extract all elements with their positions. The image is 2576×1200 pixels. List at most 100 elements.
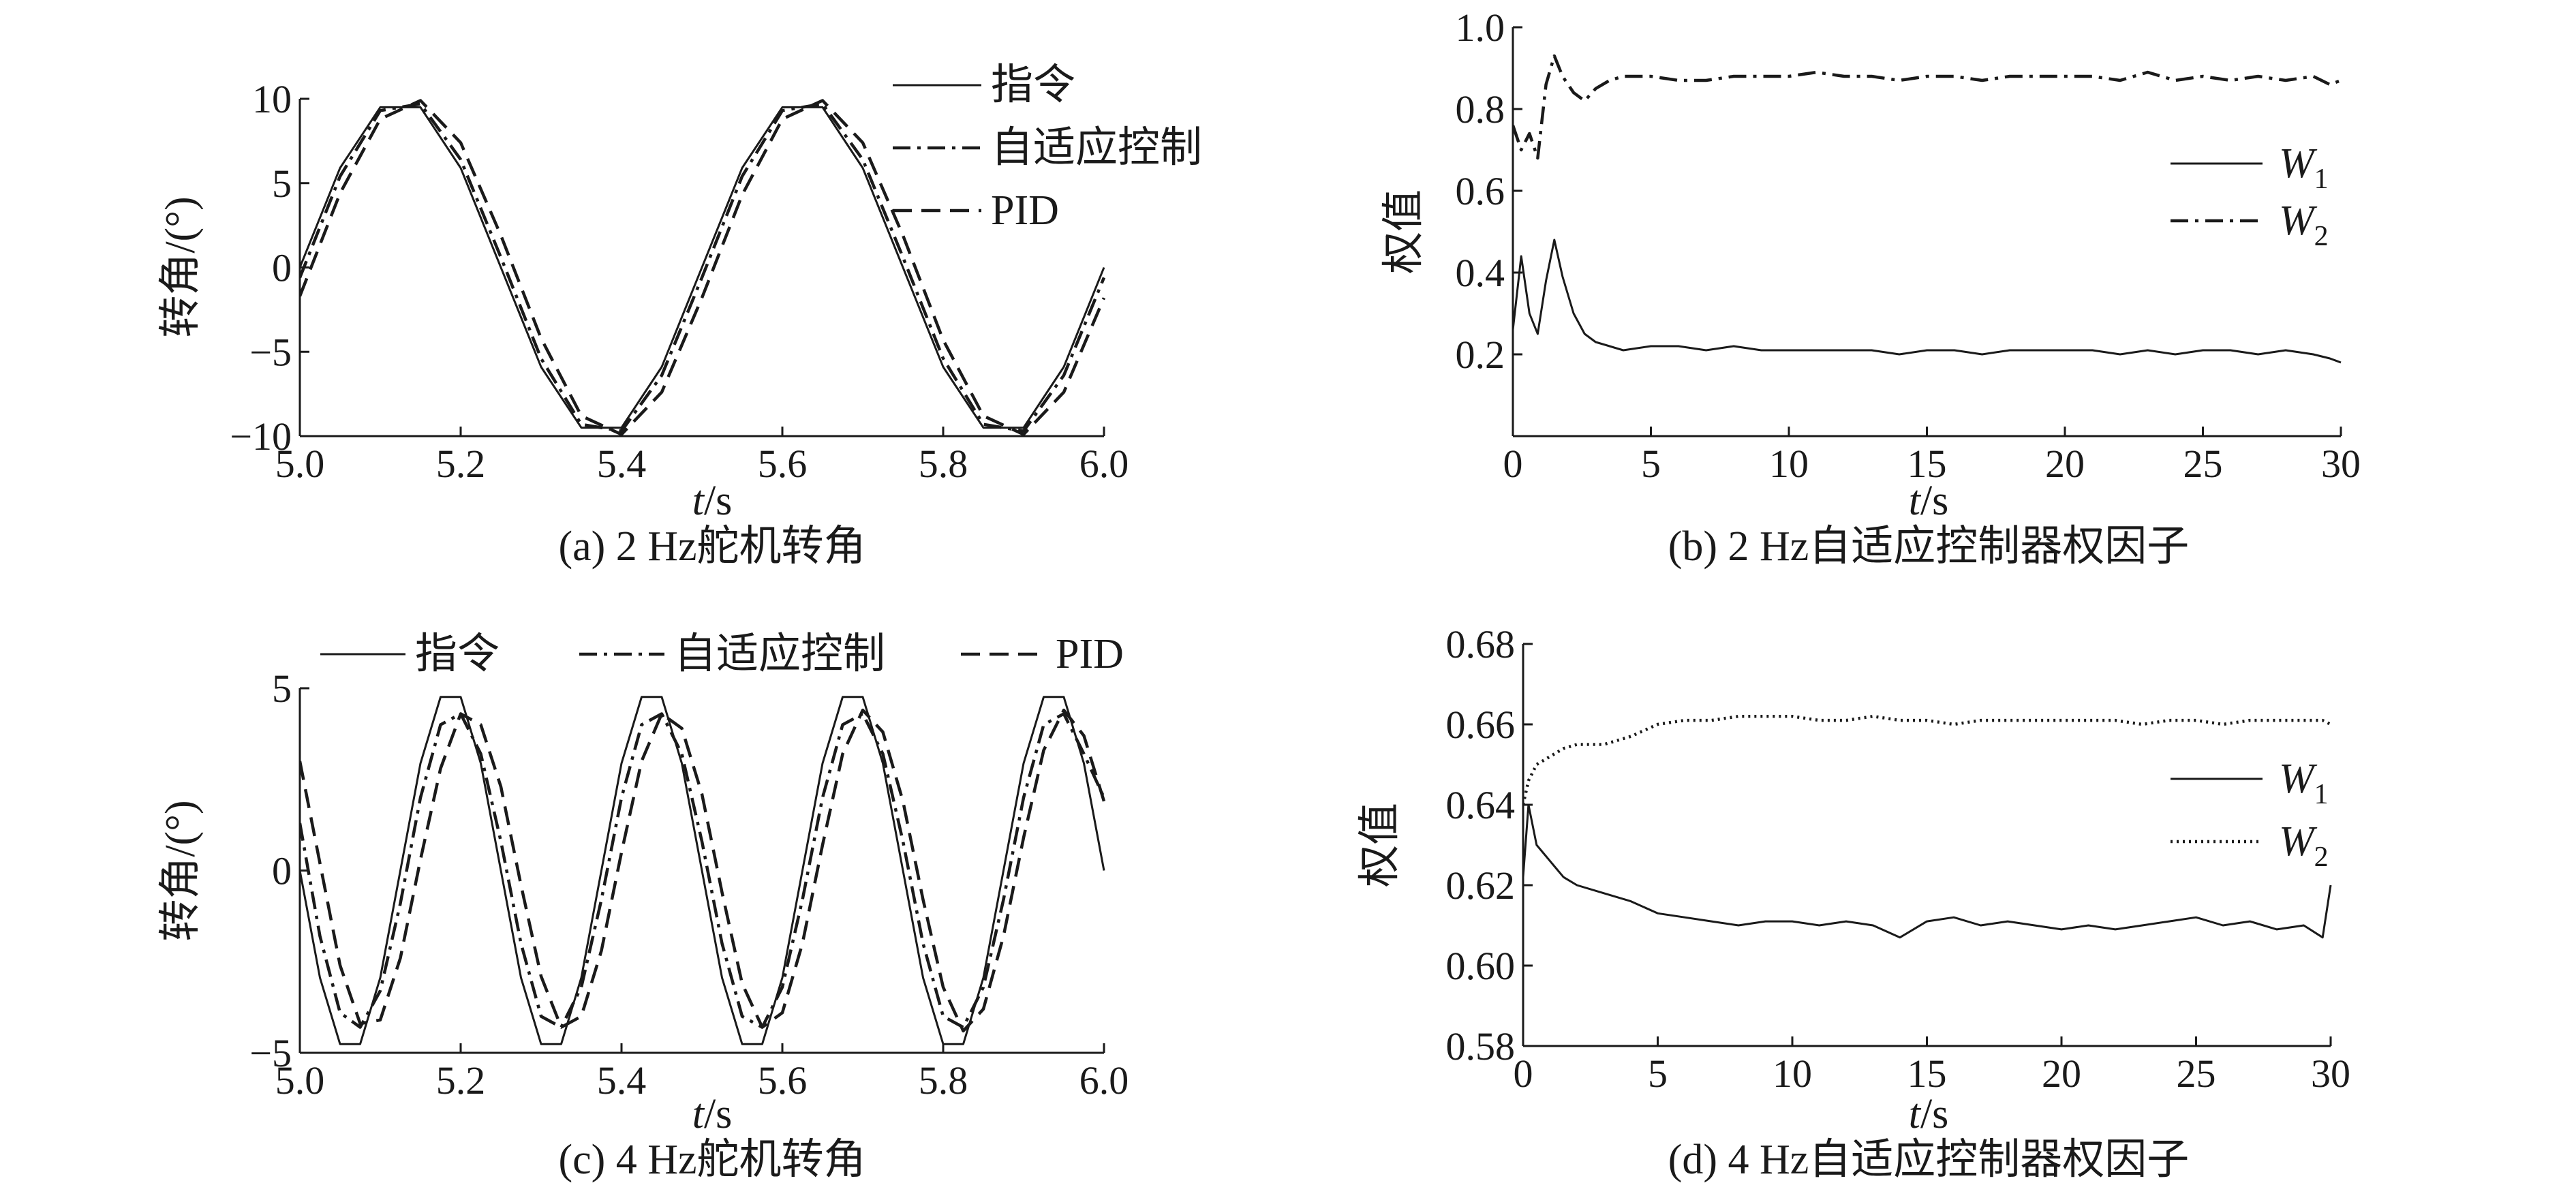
x-tick-label: 5.0 bbox=[275, 442, 325, 486]
y-tick-label: 0.60 bbox=[1446, 944, 1516, 988]
series-line-2 bbox=[300, 102, 1106, 433]
x-tick-label: 5.4 bbox=[597, 442, 647, 486]
y-tick-label: 0.68 bbox=[1446, 622, 1516, 666]
x-axis-label: t/s bbox=[692, 1091, 733, 1137]
series-line-3 bbox=[300, 99, 1106, 436]
legend-label: 指令 bbox=[991, 62, 1075, 108]
legend-label-subscript: 1 bbox=[2314, 779, 2329, 810]
panel-caption: (a) 2 Hz舵机转角 bbox=[558, 523, 865, 570]
y-axis-label: 转角/(°) bbox=[157, 196, 204, 337]
x-axis-label-unit: /s bbox=[1920, 1091, 1948, 1137]
y-tick-label: 0.8 bbox=[1456, 87, 1505, 132]
y-tick-label: 5 bbox=[272, 161, 292, 206]
y-tick-label: 0.66 bbox=[1446, 703, 1516, 747]
panel-b: 0 5 10 15 20 25 30 0.2 0.4 0.6 0.8 1.0 t/s 权值 (b) 2 Hz… bbox=[1381, 5, 2361, 570]
legend-label: 自适应控制 bbox=[674, 631, 885, 677]
y-tick-label: −10 bbox=[230, 414, 292, 459]
series-line-2 bbox=[1513, 54, 2342, 160]
series-line-1 bbox=[1513, 239, 2342, 364]
legend-label-subscript: 2 bbox=[2314, 842, 2329, 873]
x-axis-label-var: t bbox=[1909, 478, 1922, 524]
panel-caption: (d) 4 Hz自适应控制器权因子 bbox=[1668, 1137, 2190, 1183]
panel-c: 5.0 5.2 5.4 5.6 5.8 6.0 −5 0 5 t/s 转角/(°) (c) 4 Hz舵… bbox=[157, 631, 1129, 1183]
legend-label-name: 自适应控制 bbox=[674, 631, 885, 677]
x-axis-label-var: t bbox=[692, 1091, 705, 1137]
x-axis-label-unit: /s bbox=[1920, 478, 1948, 524]
y-tick-label: 1.0 bbox=[1456, 5, 1505, 50]
legend-label: W2 bbox=[2279, 198, 2329, 252]
x-tick-label: 6.0 bbox=[1079, 442, 1129, 486]
legend-label-subscript: 2 bbox=[2314, 221, 2329, 252]
y-tick-label: 10 bbox=[252, 77, 292, 121]
legend-label-name: W bbox=[2279, 756, 2318, 802]
y-tick-label: −5 bbox=[249, 330, 292, 374]
series-line-3 bbox=[300, 708, 1106, 1033]
x-tick-label: 5.6 bbox=[758, 1058, 808, 1103]
x-tick-label: 10 bbox=[1773, 1051, 1812, 1096]
legend-label-subscript: 1 bbox=[2314, 164, 2329, 195]
y-tick-label: 5 bbox=[272, 666, 292, 711]
x-tick-label: 10 bbox=[1769, 442, 1809, 486]
y-tick-label: −5 bbox=[249, 1031, 292, 1075]
y-tick-label: 0.6 bbox=[1456, 169, 1505, 213]
x-axis-label: t/s bbox=[1909, 478, 1949, 524]
panel-d: 0 5 10 15 20 25 30 0.58 0.60 0.62 0.64 0.66 0.68 t/s 权… bbox=[1357, 622, 2350, 1183]
y-tick-label: 0.62 bbox=[1446, 863, 1516, 908]
x-tick-label: 30 bbox=[2311, 1051, 2350, 1096]
legend: 指令 自适应控制 PID bbox=[320, 631, 1124, 677]
panel-caption: (b) 2 Hz自适应控制器权因子 bbox=[1668, 523, 2190, 570]
legend-label: W1 bbox=[2279, 756, 2329, 810]
y-tick-label: 0.2 bbox=[1456, 333, 1505, 377]
y-tick-label: 0 bbox=[272, 849, 292, 893]
x-axis-label-unit: /s bbox=[704, 1091, 732, 1137]
series-line-1 bbox=[300, 696, 1105, 1045]
legend-label-name: 指令 bbox=[991, 62, 1075, 108]
y-axis-label: 权值 bbox=[1381, 189, 1427, 274]
series-line-2 bbox=[1523, 714, 2332, 805]
x-tick-label: 25 bbox=[2177, 1051, 2216, 1096]
legend-label-name: W bbox=[2279, 818, 2318, 865]
legend-label-name: 自适应控制 bbox=[991, 125, 1202, 171]
x-tick-label: 5.6 bbox=[758, 442, 808, 486]
x-tick-label: 5.4 bbox=[597, 1058, 647, 1103]
legend-label-name: W bbox=[2279, 198, 2318, 244]
x-tick-label: 5 bbox=[1648, 1051, 1668, 1096]
series-line-2 bbox=[300, 712, 1106, 1029]
x-tick-label: 5.8 bbox=[919, 1058, 968, 1103]
y-tick-label: 0.4 bbox=[1456, 251, 1505, 295]
y-tick-label: 0.64 bbox=[1446, 783, 1516, 827]
legend-label-name: 指令 bbox=[415, 631, 500, 677]
x-tick-label: 6.0 bbox=[1079, 1058, 1129, 1103]
x-tick-label: 15 bbox=[1907, 1051, 1947, 1096]
y-axis-label: 转角/(°) bbox=[157, 800, 204, 941]
x-tick-label: 15 bbox=[1907, 442, 1947, 486]
x-tick-label: 20 bbox=[2045, 442, 2085, 486]
legend-label-name: PID bbox=[991, 187, 1059, 234]
legend-label: 自适应控制 bbox=[991, 125, 1202, 171]
legend-label-name: PID bbox=[1056, 631, 1124, 677]
legend-label: W2 bbox=[2279, 818, 2329, 873]
x-tick-label: 5 bbox=[1641, 442, 1661, 486]
x-tick-label: 5.0 bbox=[275, 1058, 325, 1103]
x-axis-label-var: t bbox=[1909, 1091, 1922, 1137]
x-axis-label: t/s bbox=[692, 478, 733, 524]
panel-a: 5.0 5.2 5.4 5.6 5.8 6.0 −10 −5 0 5 10 t/s 转角/(°) (a) … bbox=[157, 62, 1202, 570]
x-tick-label: 5.8 bbox=[919, 442, 968, 486]
x-tick-label: 30 bbox=[2321, 442, 2361, 486]
x-axis-label-var: t bbox=[692, 478, 705, 524]
y-tick-label: 0 bbox=[272, 246, 292, 290]
x-tick-label: 0 bbox=[1514, 1051, 1533, 1096]
y-tick-label: 0.58 bbox=[1446, 1024, 1516, 1068]
x-tick-label: 5.2 bbox=[436, 1058, 486, 1103]
y-axis-label: 权值 bbox=[1357, 803, 1403, 887]
x-tick-label: 0 bbox=[1503, 442, 1523, 486]
x-tick-label: 5.2 bbox=[436, 442, 486, 486]
legend-label-name: W bbox=[2279, 140, 2318, 187]
legend-label: PID bbox=[1056, 631, 1124, 677]
series-line-1 bbox=[300, 106, 1105, 429]
series-line-1 bbox=[1523, 803, 2332, 939]
x-axis-label-unit: /s bbox=[704, 478, 732, 524]
